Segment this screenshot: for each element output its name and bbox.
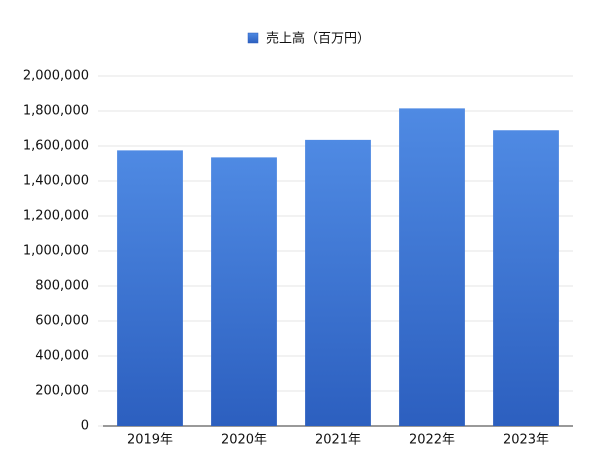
y-tick-label: 1,600,000 [23,139,89,154]
y-tick-label: 200,000 [35,384,89,399]
y-tick-label: 400,000 [35,349,89,364]
x-tick-label: 2021年 [315,433,361,448]
bar [399,108,465,426]
bar [117,150,183,426]
y-tick-label: 1,800,000 [23,104,89,119]
x-tick-label: 2023年 [503,433,549,448]
x-tick-label: 2022年 [409,433,455,448]
legend-label: 売上高（百万円） [266,31,370,47]
y-tick-label: 1,000,000 [23,244,89,259]
y-tick-label: 800,000 [35,279,89,294]
y-tick-label: 1,200,000 [23,209,89,224]
y-tick-label: 600,000 [35,314,89,329]
y-tick-label: 0 [81,419,89,434]
y-tick-label: 2,000,000 [23,69,89,84]
bar [211,157,277,426]
y-tick-label: 1,400,000 [23,174,89,189]
legend-swatch [247,32,259,44]
x-tick-label: 2020年 [221,433,267,448]
bar [305,139,371,426]
bar [493,130,559,426]
x-tick-label: 2019年 [127,433,173,448]
